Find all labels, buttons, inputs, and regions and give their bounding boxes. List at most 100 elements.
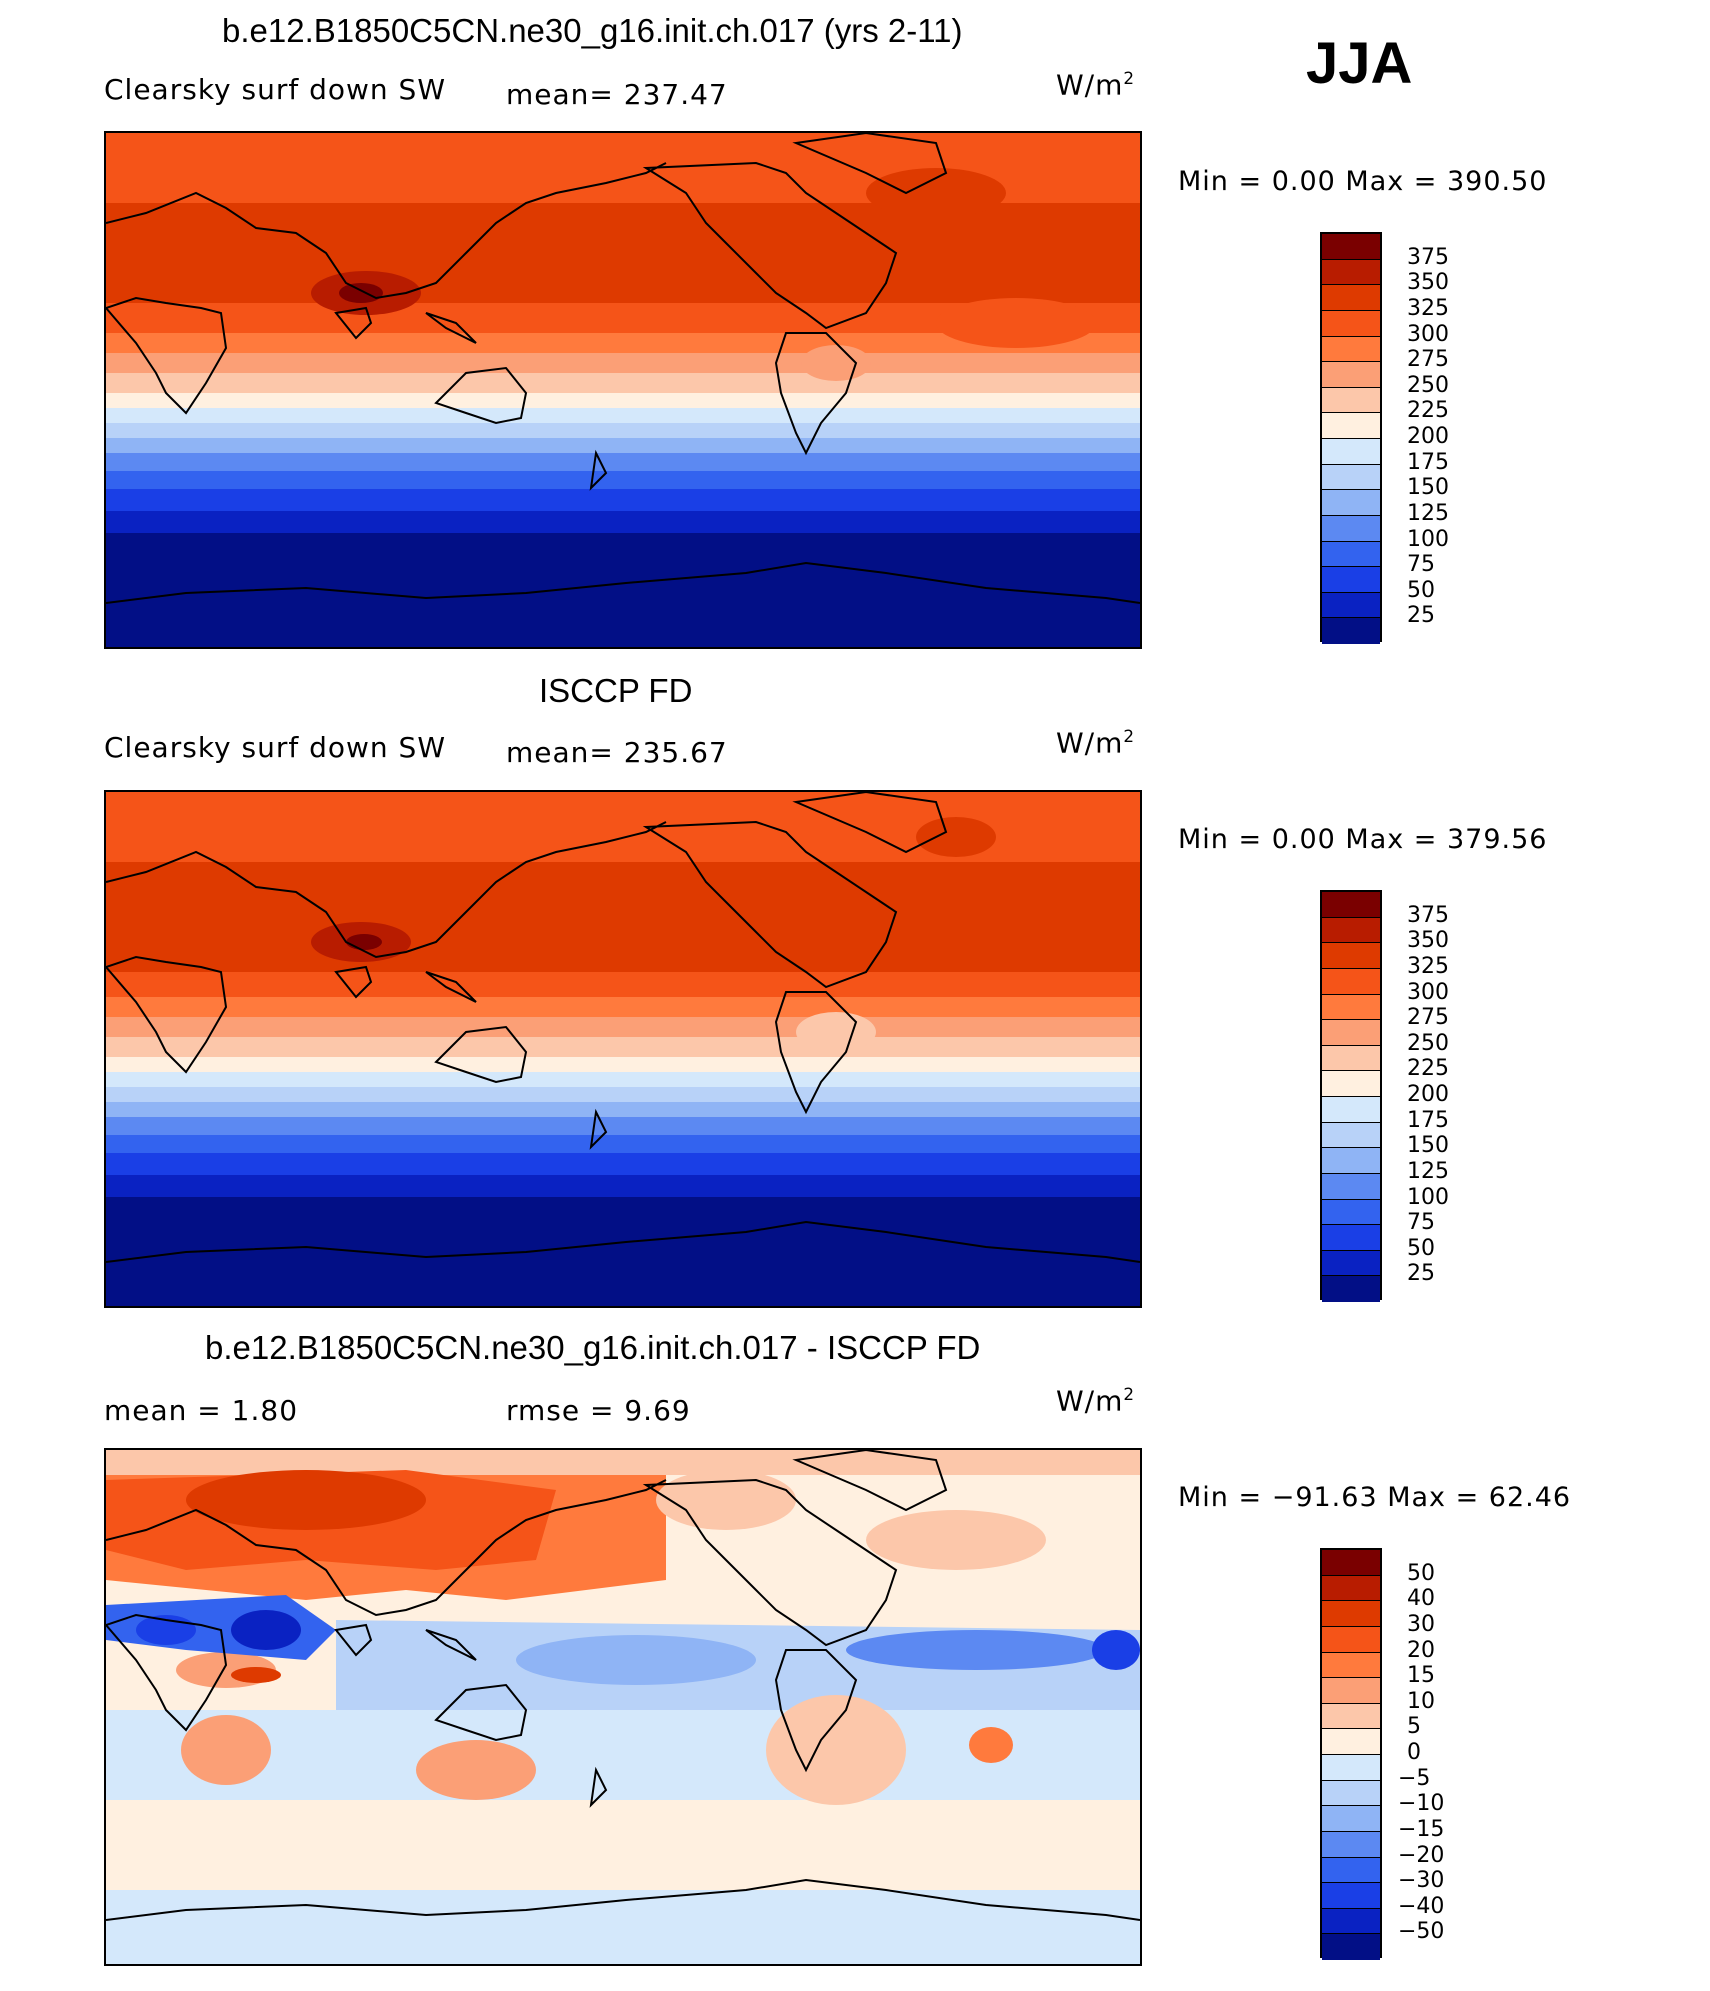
- colorbar-tick-label: −40: [1398, 1893, 1445, 1919]
- colorbar-cell: [1322, 1550, 1380, 1576]
- colorbar-cell: [1322, 1729, 1380, 1755]
- colorbar-tick-label: 350: [1407, 928, 1449, 954]
- colorbar-tick-label: −5: [1398, 1765, 1431, 1791]
- colorbar-cell: [1322, 1908, 1380, 1935]
- colorbar-tick-label: 150: [1407, 475, 1449, 501]
- colorbar-tick-label: 175: [1407, 1107, 1449, 1133]
- panel-1-map-svg: [106, 133, 1140, 647]
- colorbar-tick-label: 25: [1407, 1261, 1435, 1287]
- colorbar-tick-label: 250: [1407, 372, 1449, 398]
- panel-2-colorbar: [1320, 890, 1382, 1302]
- panel-1-minmax: Min = 0.00 Max = 390.50: [1178, 166, 1548, 197]
- colorbar-tick-label: 10: [1407, 1688, 1435, 1714]
- colorbar-cell: [1322, 567, 1380, 593]
- colorbar-cell: [1322, 1071, 1380, 1097]
- panel-2-minmax: Min = 0.00 Max = 379.56: [1178, 824, 1548, 855]
- colorbar-tick-label: 375: [1407, 902, 1449, 928]
- colorbar-tick-label: 100: [1407, 1184, 1449, 1210]
- colorbar-tick-label: 225: [1407, 398, 1449, 424]
- panel-3-map: [104, 1448, 1142, 1966]
- colorbar-cell: [1322, 1173, 1380, 1200]
- colorbar-tick-label: 175: [1407, 449, 1449, 475]
- colorbar-tick-label: 20: [1407, 1637, 1435, 1663]
- colorbar-tick-label: 5: [1407, 1714, 1421, 1740]
- colorbar-cell: [1322, 1678, 1380, 1704]
- panel-2-mean: mean= 235.67: [506, 736, 728, 769]
- colorbar-cell: [1322, 892, 1380, 918]
- colorbar-cell: [1322, 1652, 1380, 1679]
- colorbar-tick-label: 50: [1407, 1235, 1435, 1261]
- colorbar-cell: [1322, 1601, 1380, 1627]
- panel-3-title: b.e12.B1850C5CN.ne30_g16.init.ch.017 - I…: [205, 1329, 981, 1366]
- colorbar-cell: [1322, 1276, 1380, 1302]
- panel-1-title: b.e12.B1850C5CN.ne30_g16.init.ch.017 (yr…: [222, 12, 963, 49]
- colorbar-cell: [1322, 285, 1380, 311]
- colorbar-cell: [1322, 1703, 1380, 1730]
- panel-3-map-svg: [106, 1450, 1140, 1964]
- colorbar-cell: [1322, 1122, 1380, 1149]
- colorbar-cell: [1322, 515, 1380, 542]
- panel-2-units: W/m2: [1056, 726, 1136, 760]
- colorbar-cell: [1322, 1831, 1380, 1858]
- colorbar-tick-label: 0: [1407, 1740, 1421, 1765]
- colorbar-cell: [1322, 387, 1380, 414]
- colorbar-cell: [1322, 917, 1380, 944]
- colorbar-cell: [1322, 1934, 1380, 1960]
- panel-3-rmse: rmse = 9.69: [506, 1394, 691, 1427]
- colorbar-cell: [1322, 1199, 1380, 1226]
- colorbar-cell: [1322, 1806, 1380, 1832]
- panel-2-map-svg: [106, 792, 1140, 1306]
- colorbar-cell: [1322, 1250, 1380, 1277]
- colorbar-tick-label: 325: [1407, 295, 1449, 321]
- colorbar-cell: [1322, 943, 1380, 969]
- colorbar-tick-label: 200: [1407, 1082, 1449, 1107]
- colorbar-cell: [1322, 234, 1380, 260]
- colorbar-tick-label: 125: [1407, 1158, 1449, 1184]
- colorbar-cell: [1322, 490, 1380, 516]
- panel-3-minmax: Min = −91.63 Max = 62.46: [1178, 1482, 1572, 1513]
- panel-1-map: [104, 131, 1142, 649]
- colorbar-cell: [1322, 618, 1380, 644]
- colorbar-tick-label: 275: [1407, 347, 1449, 373]
- colorbar-tick-label: 125: [1407, 500, 1449, 526]
- colorbar-cell: [1322, 1780, 1380, 1807]
- panel-3-units: W/m2: [1056, 1384, 1136, 1418]
- colorbar-cell: [1322, 968, 1380, 995]
- colorbar-tick-label: 350: [1407, 270, 1449, 296]
- panel-1-colorbar: [1320, 232, 1382, 644]
- colorbar-cell: [1322, 1020, 1380, 1046]
- colorbar-cell: [1322, 1225, 1380, 1251]
- colorbar-cell: [1322, 1148, 1380, 1174]
- colorbar-tick-label: 375: [1407, 244, 1449, 270]
- colorbar-tick-label: 50: [1407, 577, 1435, 603]
- panel-2-field-label: Clearsky surf down SW: [104, 731, 447, 764]
- colorbar-cell: [1322, 1575, 1380, 1602]
- colorbar-cell: [1322, 336, 1380, 363]
- colorbar-tick-label: 250: [1407, 1030, 1449, 1056]
- panel-1-units: W/m2: [1056, 68, 1136, 102]
- panel-3-colorbar: [1320, 1548, 1382, 1960]
- colorbar-tick-label: −10: [1398, 1791, 1445, 1817]
- colorbar-tick-label: 30: [1407, 1611, 1435, 1637]
- colorbar-tick-label: 200: [1407, 424, 1449, 449]
- panel-3-mean: mean = 1.80: [104, 1394, 299, 1427]
- colorbar-tick-label: 75: [1407, 1210, 1435, 1236]
- colorbar-cell: [1322, 259, 1380, 286]
- colorbar-tick-label: 325: [1407, 953, 1449, 979]
- colorbar-tick-label: 225: [1407, 1056, 1449, 1082]
- colorbar-cell: [1322, 1857, 1380, 1884]
- colorbar-tick-label: 300: [1407, 979, 1449, 1005]
- colorbar-tick-label: 75: [1407, 552, 1435, 578]
- colorbar-cell: [1322, 439, 1380, 465]
- colorbar-tick-label: −15: [1398, 1816, 1445, 1842]
- colorbar-cell: [1322, 362, 1380, 388]
- colorbar-tick-label: 150: [1407, 1133, 1449, 1159]
- colorbar-tick-label: 100: [1407, 526, 1449, 552]
- panel-1-field-label: Clearsky surf down SW: [104, 73, 447, 106]
- colorbar-tick-label: 25: [1407, 603, 1435, 629]
- colorbar-cell: [1322, 541, 1380, 568]
- colorbar-tick-label: −20: [1398, 1842, 1445, 1868]
- colorbar-tick-label: 300: [1407, 321, 1449, 347]
- colorbar-cell: [1322, 1626, 1380, 1653]
- colorbar-cell: [1322, 1755, 1380, 1781]
